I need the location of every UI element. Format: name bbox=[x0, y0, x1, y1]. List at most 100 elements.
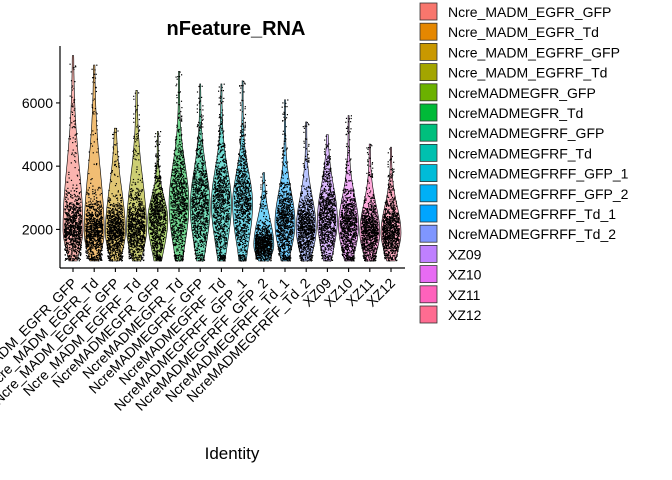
data-point bbox=[100, 253, 102, 255]
data-point bbox=[80, 234, 82, 237]
data-point bbox=[156, 197, 158, 199]
data-point bbox=[115, 228, 117, 230]
data-point bbox=[129, 195, 131, 197]
data-point bbox=[108, 248, 110, 250]
data-point bbox=[136, 196, 138, 198]
data-point bbox=[156, 252, 159, 254]
data-point bbox=[75, 211, 77, 213]
data-point bbox=[159, 205, 161, 208]
data-point bbox=[71, 203, 73, 206]
data-point bbox=[136, 237, 138, 239]
data-point bbox=[127, 222, 130, 224]
data-point bbox=[118, 218, 120, 220]
data-point bbox=[152, 242, 154, 244]
data-point bbox=[100, 225, 102, 227]
data-point bbox=[138, 153, 140, 155]
data-point bbox=[70, 216, 72, 218]
data-point bbox=[128, 240, 130, 242]
data-point bbox=[112, 221, 114, 223]
data-point bbox=[98, 250, 100, 252]
data-point bbox=[86, 233, 88, 235]
data-point bbox=[66, 221, 68, 223]
data-point bbox=[74, 251, 76, 253]
data-point bbox=[64, 234, 66, 236]
data-point bbox=[177, 257, 180, 259]
data-point bbox=[131, 197, 133, 199]
data-point bbox=[186, 219, 188, 221]
data-point bbox=[120, 201, 122, 203]
data-point bbox=[157, 165, 159, 168]
data-point bbox=[71, 111, 74, 113]
data-point bbox=[155, 199, 157, 201]
data-point bbox=[113, 206, 115, 208]
data-point bbox=[110, 215, 112, 217]
data-point bbox=[94, 226, 96, 228]
data-point bbox=[137, 220, 139, 222]
data-point bbox=[67, 252, 70, 254]
data-point bbox=[65, 246, 67, 248]
data-point bbox=[142, 234, 144, 237]
data-point bbox=[112, 212, 114, 214]
data-point bbox=[100, 257, 102, 259]
data-point bbox=[128, 227, 130, 230]
data-point bbox=[101, 235, 103, 237]
data-point bbox=[73, 233, 75, 235]
data-point bbox=[154, 214, 156, 216]
data-point bbox=[186, 209, 188, 211]
data-point bbox=[122, 255, 124, 257]
data-point bbox=[107, 222, 109, 225]
data-point bbox=[111, 227, 113, 229]
data-point bbox=[93, 110, 95, 113]
data-point bbox=[118, 226, 120, 228]
data-point bbox=[173, 193, 175, 195]
data-point bbox=[173, 251, 175, 253]
data-point bbox=[185, 178, 187, 180]
data-point bbox=[128, 221, 130, 223]
data-point bbox=[153, 201, 155, 203]
data-point bbox=[116, 209, 118, 211]
data-point bbox=[151, 232, 153, 234]
data-point bbox=[64, 235, 66, 237]
data-point bbox=[135, 183, 137, 185]
data-point bbox=[114, 205, 116, 207]
data-point bbox=[171, 227, 173, 229]
data-point bbox=[64, 208, 67, 210]
data-point bbox=[138, 230, 140, 232]
data-point bbox=[78, 260, 80, 262]
data-point bbox=[137, 232, 139, 234]
data-point bbox=[65, 239, 67, 241]
data-point bbox=[136, 166, 138, 168]
data-point bbox=[73, 245, 75, 247]
data-point bbox=[159, 243, 161, 245]
data-point bbox=[138, 125, 141, 127]
data-point bbox=[64, 205, 67, 207]
data-point bbox=[114, 235, 116, 237]
data-point bbox=[117, 257, 119, 259]
data-point bbox=[97, 189, 99, 191]
data-point bbox=[138, 208, 140, 210]
data-point bbox=[161, 206, 164, 208]
data-point bbox=[80, 244, 82, 246]
data-point bbox=[109, 239, 111, 241]
data-point bbox=[186, 196, 188, 199]
data-point bbox=[155, 156, 157, 158]
data-point bbox=[152, 225, 154, 227]
data-point bbox=[99, 212, 101, 214]
data-point bbox=[72, 219, 74, 221]
data-point bbox=[136, 249, 138, 251]
data-point bbox=[90, 179, 92, 181]
data-point bbox=[140, 242, 142, 245]
data-point bbox=[176, 203, 178, 205]
data-point bbox=[132, 204, 134, 206]
data-point bbox=[135, 149, 137, 151]
data-point bbox=[68, 233, 70, 235]
data-point bbox=[91, 254, 93, 256]
data-point bbox=[97, 233, 100, 235]
data-point bbox=[111, 254, 114, 256]
data-point bbox=[93, 260, 96, 262]
data-point bbox=[121, 233, 124, 235]
data-point bbox=[141, 210, 143, 212]
data-point bbox=[96, 209, 98, 212]
data-point bbox=[111, 224, 113, 227]
data-point bbox=[164, 226, 167, 228]
